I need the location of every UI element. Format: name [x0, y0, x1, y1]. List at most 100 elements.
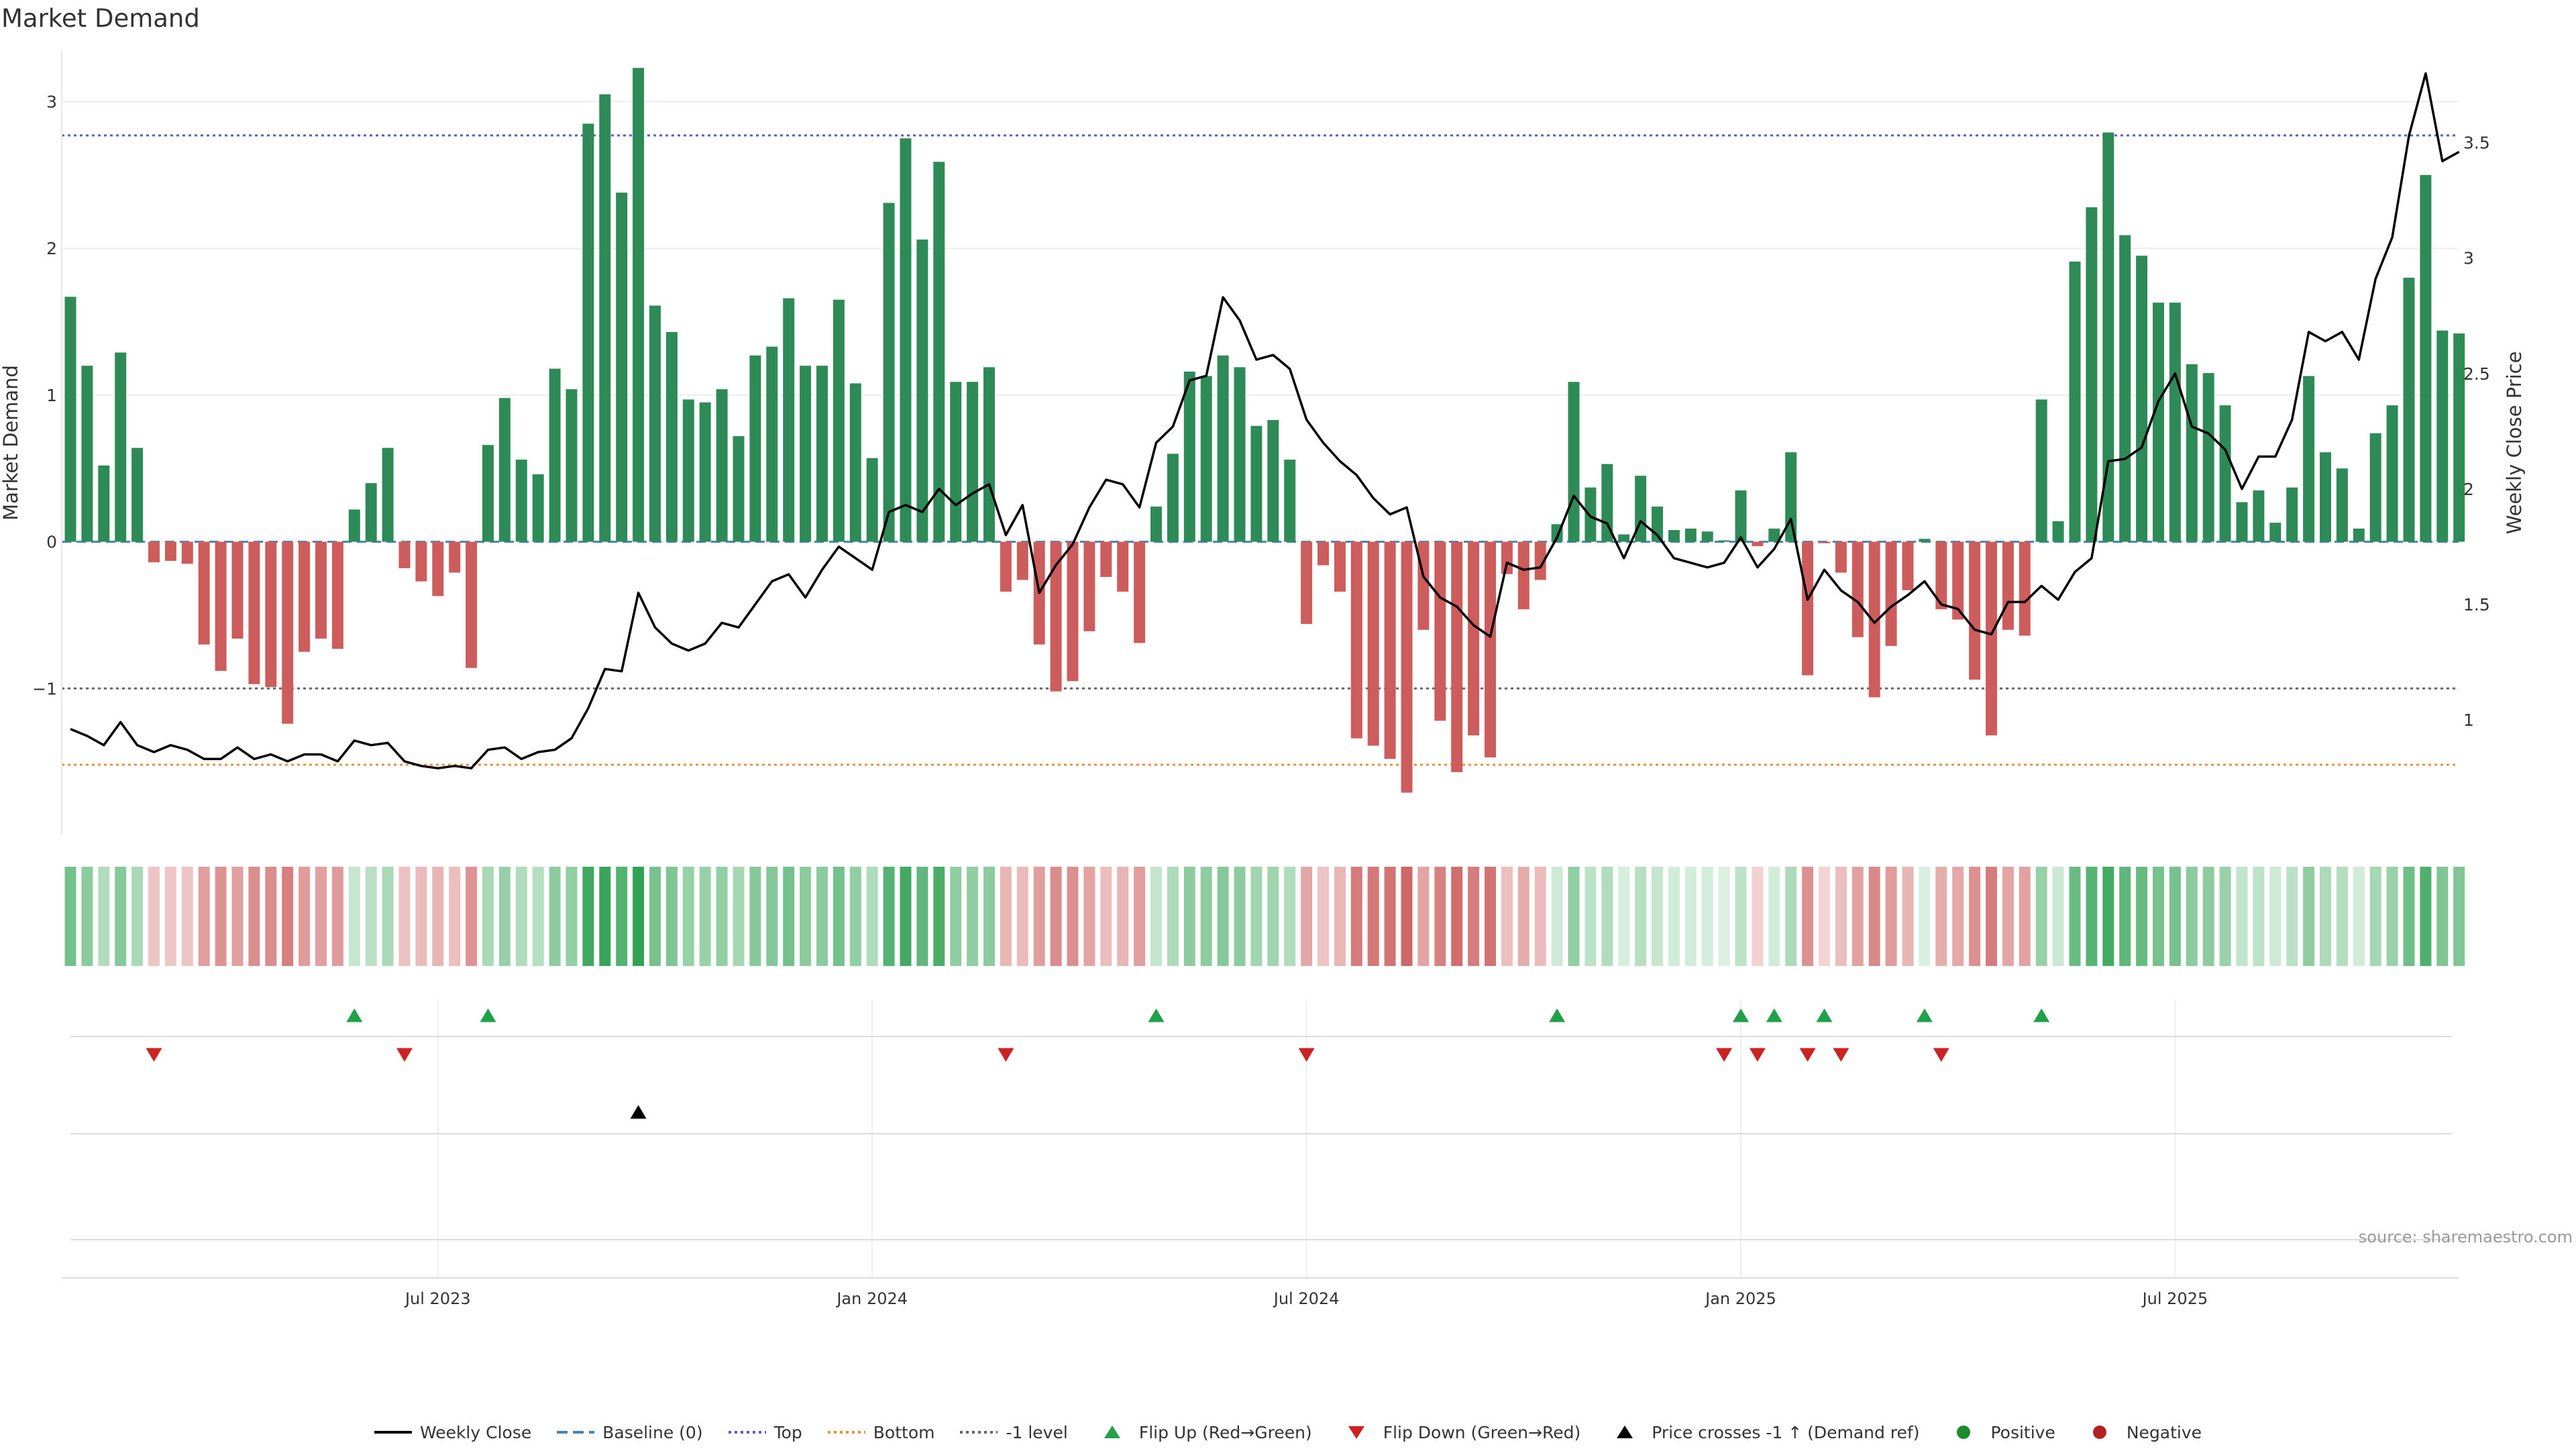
heat-cell	[1100, 867, 1112, 966]
demand-bar	[833, 299, 845, 542]
heat-cell	[1986, 867, 1997, 966]
demand-bar	[1016, 541, 1028, 580]
heat-cell	[248, 867, 260, 966]
heat-cell	[1969, 867, 1981, 966]
heat-cell	[282, 867, 294, 966]
heat-cell	[1050, 867, 1062, 966]
flip-down-marker	[146, 1048, 162, 1062]
heat-cell	[1033, 867, 1045, 966]
heat-cell	[1885, 867, 1897, 966]
heat-cell	[2336, 867, 2348, 966]
demand-bar	[2119, 235, 2131, 542]
heat-cell	[916, 867, 928, 966]
demand-bar	[549, 368, 561, 542]
flip-down-marker	[1716, 1048, 1733, 1062]
demand-bar	[1485, 541, 1496, 758]
demand-bar	[1952, 541, 1964, 620]
demand-bar	[299, 541, 311, 652]
demand-bar	[1318, 541, 1329, 566]
right-tick-label: 2.5	[2463, 364, 2490, 384]
demand-bar	[1468, 541, 1480, 736]
demand-bar	[98, 465, 110, 542]
heat-cell	[1501, 867, 1513, 966]
heat-cell	[1668, 867, 1680, 966]
demand-bar	[1517, 541, 1529, 610]
demand-bar	[2303, 376, 2315, 542]
demand-bar	[2086, 207, 2098, 542]
heat-cell	[1334, 867, 1346, 966]
legend-label: Bottom	[873, 1422, 935, 1442]
demand-bar	[148, 541, 160, 563]
legend-item: Top	[728, 1423, 802, 1442]
heat-cell	[1701, 867, 1713, 966]
heat-cell	[1718, 867, 1730, 966]
demand-bar	[1802, 541, 1814, 676]
heat-cell	[766, 867, 778, 966]
flip-down-marker	[1749, 1048, 1766, 1062]
left-tick-label: −1	[32, 679, 57, 698]
heat-cell	[1167, 867, 1179, 966]
demand-bar	[449, 541, 461, 573]
heat-cell	[1868, 867, 1880, 966]
flip-down-marker	[1298, 1048, 1315, 1062]
source-note: source: sharemaestro.com	[2359, 1228, 2573, 1246]
heat-cell	[482, 867, 494, 966]
legend-item: -1 level	[960, 1422, 1068, 1442]
demand-bar	[2136, 256, 2148, 542]
demand-bar	[515, 460, 527, 542]
heat-cell	[2102, 867, 2114, 966]
demand-bar	[1701, 531, 1713, 542]
heat-cell	[749, 867, 761, 966]
legend-swatch	[728, 1431, 766, 1434]
flip-up-marker	[2033, 1008, 2050, 1022]
heat-cell	[1367, 867, 1379, 966]
demand-bar	[2320, 452, 2331, 542]
heat-cell	[2086, 867, 2098, 966]
legend-swatch	[1348, 1426, 1364, 1439]
demand-bar	[1568, 382, 1580, 542]
demand-bar	[866, 458, 878, 542]
legend-swatch	[374, 1431, 412, 1434]
legend-swatch	[1957, 1426, 1971, 1439]
heat-cell	[800, 867, 812, 966]
demand-bar	[883, 203, 895, 542]
demand-bar	[1969, 541, 1981, 680]
flip-down-marker	[998, 1048, 1014, 1062]
flip-up-marker	[1766, 1008, 1782, 1022]
right-tick-label: 2	[2463, 480, 2474, 499]
heat-cell	[1935, 867, 1947, 966]
heat-cell	[1284, 867, 1296, 966]
heat-cell	[633, 867, 645, 966]
heat-cell	[682, 867, 694, 966]
demand-bar	[633, 68, 645, 542]
left-tick-label: 2	[46, 239, 57, 258]
demand-bar	[800, 366, 812, 542]
heat-cell	[783, 867, 795, 966]
heat-cell	[1200, 867, 1212, 966]
demand-bar	[1668, 530, 1680, 542]
demand-bar	[1117, 541, 1129, 592]
heat-cell	[1902, 867, 1914, 966]
heat-cell	[733, 867, 745, 966]
legend-label: -1 level	[1006, 1422, 1068, 1442]
heat-cell	[2035, 867, 2047, 966]
heat-cell	[181, 867, 193, 966]
demand-bar	[181, 541, 193, 564]
legend-label: Weekly Close	[419, 1422, 532, 1442]
legend-swatch	[1104, 1426, 1120, 1438]
heat-cell	[164, 867, 176, 966]
heat-cell	[933, 867, 945, 966]
heat-cell	[2253, 867, 2265, 966]
heat-cell	[1919, 867, 1931, 966]
heat-cell	[2286, 867, 2298, 966]
legend-item: Flip Up (Red→Green)	[1093, 1423, 1312, 1442]
demand-bar	[933, 162, 945, 542]
heat-cell	[1134, 867, 1146, 966]
heat-cell	[398, 867, 411, 966]
demand-bar	[2386, 405, 2398, 542]
heat-cell	[1117, 867, 1129, 966]
heat-cell	[2069, 867, 2081, 966]
demand-bars	[64, 68, 2465, 793]
demand-bar	[1000, 541, 1012, 592]
right-tick-label: 3	[2463, 249, 2474, 268]
